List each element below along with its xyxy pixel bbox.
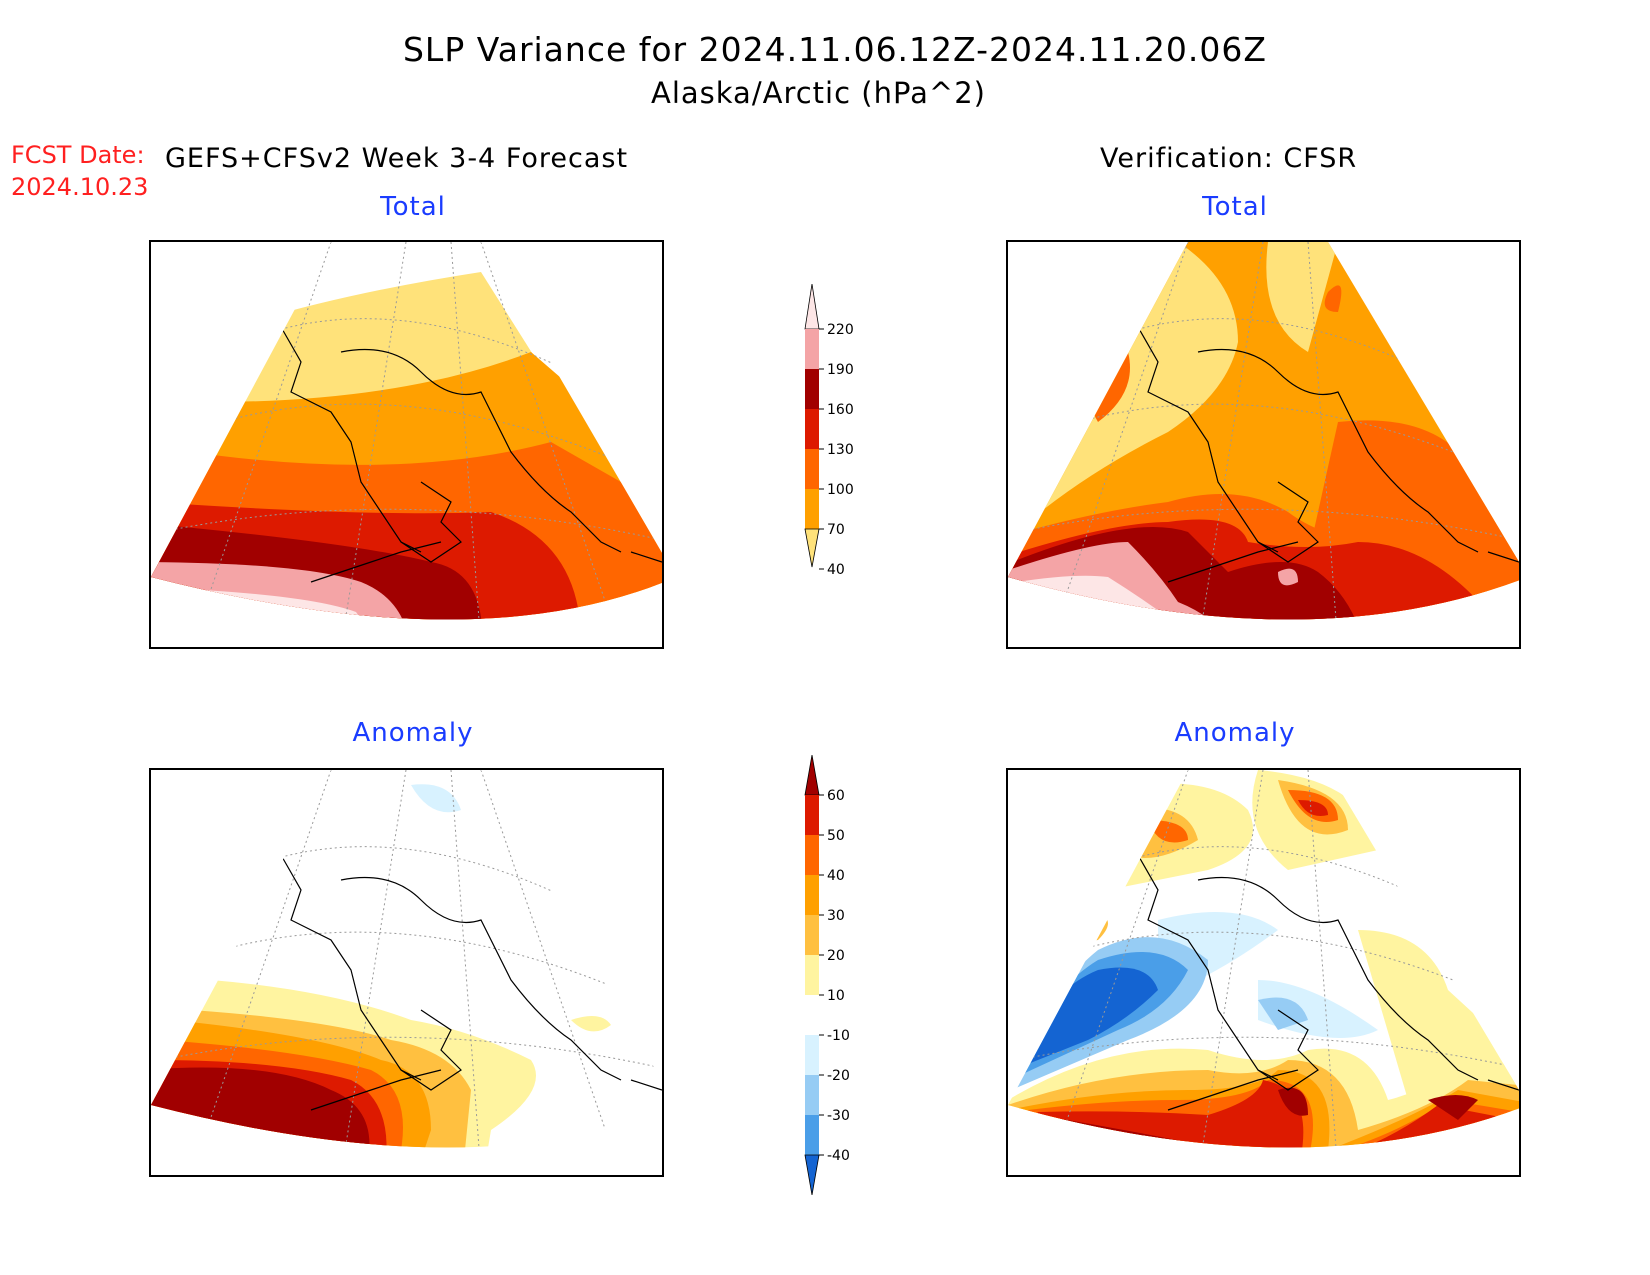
anomaly-colorbar-segment-top <box>804 754 820 796</box>
anomaly-colorbar-segment <box>805 795 819 835</box>
fcst-date-label: FCST Date: <box>11 141 145 169</box>
total-colorbar-label: 190 <box>827 362 854 378</box>
forecast-total-title: Total <box>380 192 446 222</box>
anomaly-colorbar-svg: 60 50 40 30 20 10 -10 -20 -30 -40 <box>804 754 850 1196</box>
anomaly-colorbar-label: 20 <box>827 948 845 964</box>
total-colorbar-segment-bottom <box>804 528 820 568</box>
forecast-anomaly-map <box>149 768 664 1177</box>
total-colorbar-segment <box>805 369 819 409</box>
anomaly-colorbar-label: -30 <box>827 1108 850 1124</box>
anomaly-colorbar-segment <box>805 1035 819 1075</box>
page-title: SLP Variance for 2024.11.06.12Z-2024.11.… <box>402 30 1268 69</box>
page-subtitle: Alaska/Arctic (hPa^2) <box>651 76 986 110</box>
verification-total-map <box>1006 240 1521 649</box>
anomaly-colorbar-label: -40 <box>827 1148 850 1164</box>
total-colorbar-segment <box>805 409 819 449</box>
total-colorbar-label: 130 <box>827 442 854 458</box>
anomaly-colorbar-label: 40 <box>827 868 845 884</box>
anomaly-colorbar-label: 50 <box>827 828 845 844</box>
total-colorbar-segment <box>805 329 819 369</box>
anomaly-colorbar-label: -10 <box>827 1028 850 1044</box>
forecast-heading: GEFS+CFSv2 Week 3-4 Forecast <box>165 143 629 174</box>
anomaly-colorbar-label: 60 <box>827 788 845 804</box>
fcst-date-value: 2024.10.23 <box>11 173 149 201</box>
anomaly-colorbar-segment <box>805 995 819 1035</box>
anomaly-colorbar-segment-bottom <box>804 1154 820 1196</box>
fcst-date-block: FCST Date: 2024.10.23 <box>11 139 148 203</box>
total-colorbar-label: 100 <box>827 482 854 498</box>
forecast-total-map <box>149 240 664 649</box>
total-colorbar-label: 40 <box>827 562 845 578</box>
anomaly-colorbar-label: -20 <box>827 1068 850 1084</box>
total-colorbar-segment-top <box>804 283 820 330</box>
forecast-anomaly-title: Anomaly <box>352 718 474 748</box>
total-colorbar-label: 220 <box>827 322 854 338</box>
verification-anomaly-map <box>1006 768 1521 1177</box>
verification-heading: Verification: CFSR <box>1100 143 1358 174</box>
anomaly-colorbar-segment <box>805 835 819 875</box>
total-colorbar-label: 70 <box>827 522 845 538</box>
anomaly-colorbar-label: 30 <box>827 908 845 924</box>
anomaly-colorbar-segment <box>805 875 819 915</box>
total-colorbar: 220 190 160 130 100 70 40 <box>795 283 875 610</box>
total-colorbar-segment <box>805 449 819 489</box>
verification-anomaly-title: Anomaly <box>1174 718 1296 748</box>
anomaly-colorbar-segment <box>805 915 819 955</box>
anomaly-colorbar: 60 50 40 30 20 10 -10 -20 -30 -40 <box>795 754 875 1196</box>
anomaly-colorbar-label: 10 <box>827 988 845 1004</box>
total-colorbar-svg: 220 190 160 130 100 70 40 <box>804 283 854 578</box>
total-colorbar-label: 160 <box>827 402 854 418</box>
anomaly-colorbar-segment <box>805 955 819 995</box>
anomaly-colorbar-segment <box>805 1115 819 1155</box>
verification-total-title: Total <box>1202 192 1268 222</box>
anomaly-colorbar-segment <box>805 1075 819 1115</box>
total-colorbar-segment <box>805 489 819 529</box>
